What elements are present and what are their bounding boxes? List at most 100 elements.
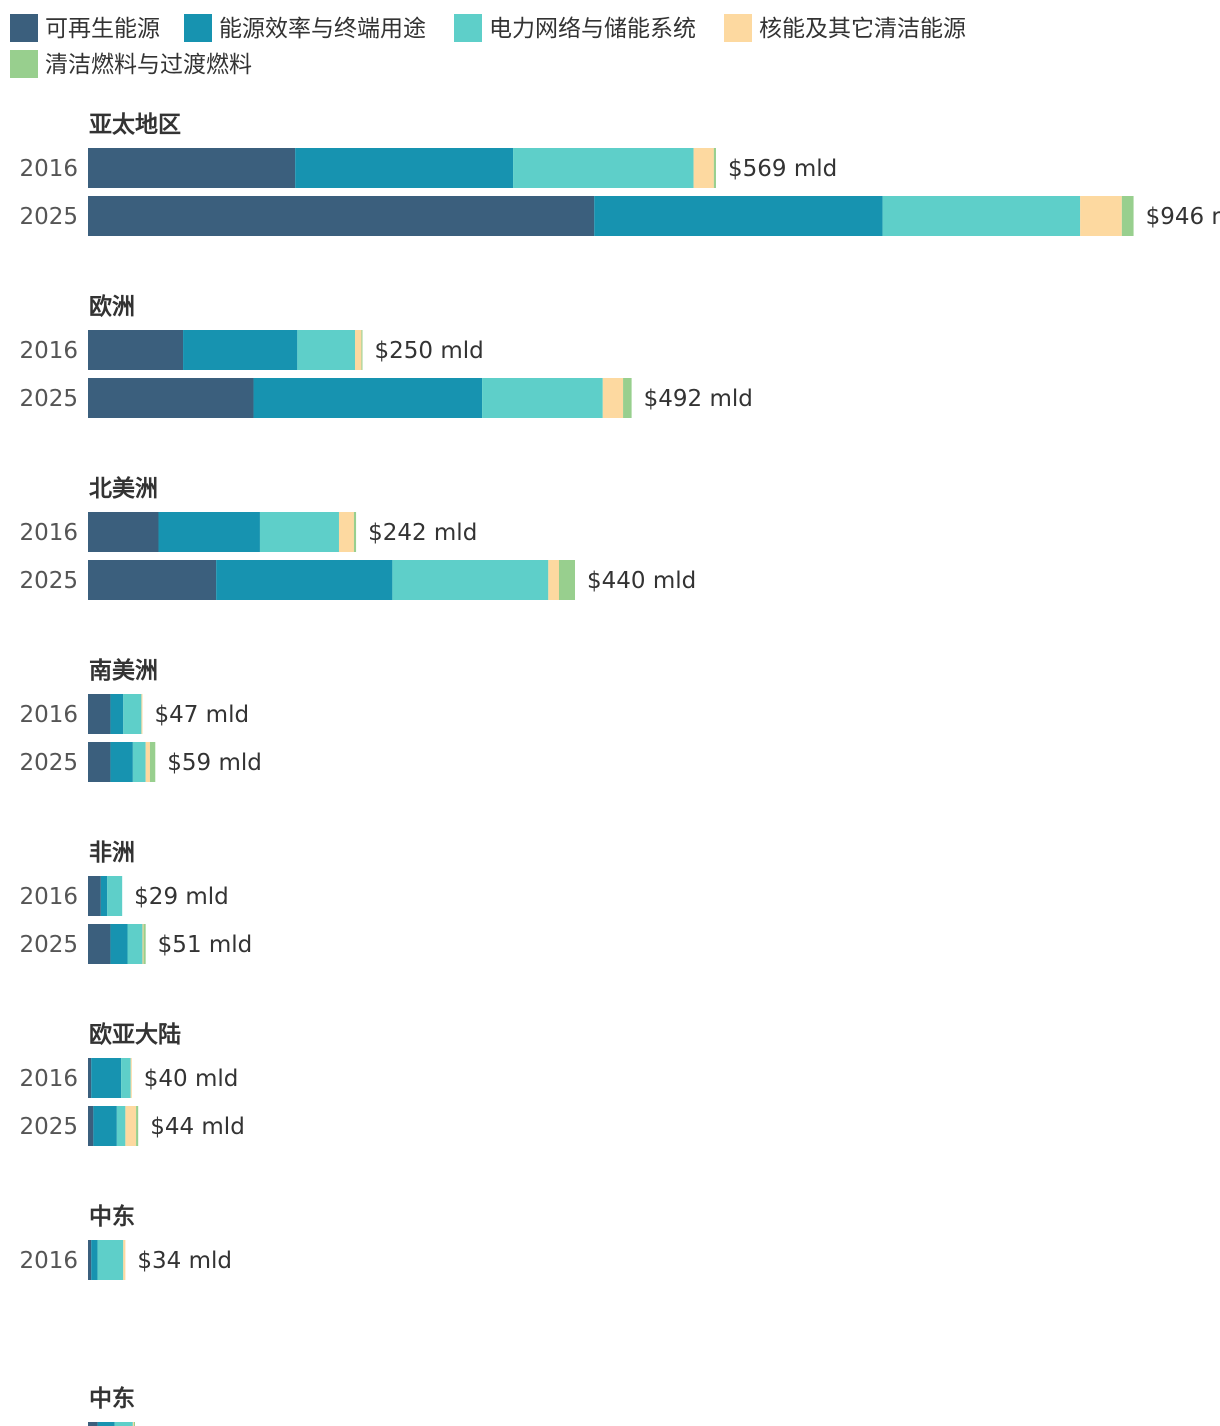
legend-label-4: 清洁燃料与过渡燃料	[45, 52, 252, 78]
region-title: 非洲	[89, 840, 135, 866]
bar-segment-2	[297, 330, 355, 370]
bar-segment-1	[110, 694, 124, 734]
bar-segment-3	[142, 924, 144, 964]
legend-label-2: 电力网络与储能系统	[489, 16, 696, 42]
legend: 可再生能源 能源效率与终端用途 电力网络与储能系统 核能及其它清洁能源清洁燃料与过渡燃…	[10, 14, 966, 78]
bar-segment-2	[121, 1058, 131, 1098]
year-label: 2025	[19, 568, 78, 594]
total-label: $440 mld	[587, 568, 696, 594]
bar-segment-0	[88, 512, 159, 552]
bar-segment-4	[361, 330, 363, 370]
bar-segment-4	[353, 512, 357, 552]
region-title: 南美洲	[89, 657, 158, 684]
year-label: 2016	[19, 520, 78, 546]
bar-segment-0	[88, 1422, 98, 1426]
bar-segment-3	[355, 330, 362, 370]
total-label: $242 mld	[368, 520, 477, 546]
bar-segment-2	[114, 1422, 133, 1426]
total-label: $250 mld	[374, 338, 483, 364]
total-label: $51 mld	[158, 932, 253, 958]
bar-segment-4	[623, 378, 632, 418]
region-title: 中东	[89, 1385, 135, 1412]
bar-segment-1	[253, 378, 483, 418]
bar-segment-3	[1080, 196, 1122, 236]
bar-segment-2	[97, 1240, 124, 1280]
bar-segment-2	[116, 1106, 126, 1146]
bar-segment-2	[513, 148, 694, 188]
bar-segment-3	[132, 1422, 134, 1426]
year-label: 2016	[19, 1248, 78, 1274]
legend-swatch-4	[10, 50, 38, 78]
bar-segment-2	[259, 512, 339, 552]
year-label: 2025	[19, 750, 78, 776]
bar-segment-0	[88, 924, 111, 964]
region-title: 中东	[89, 1203, 135, 1230]
year-label: 2016	[19, 338, 78, 364]
bar-segment-1	[91, 1240, 98, 1280]
bar-segment-3	[338, 512, 354, 552]
legend-label-3: 核能及其它清洁能源	[759, 16, 966, 42]
bar-segment-1	[158, 512, 260, 552]
bar-segment-0	[88, 560, 217, 600]
bar-segment-0	[88, 742, 111, 782]
region-title: 亚太地区	[89, 112, 181, 138]
bar-segment-4	[149, 742, 156, 782]
legend-swatch-2	[454, 14, 482, 42]
bar-segment-1	[110, 742, 133, 782]
legend-swatch-3	[724, 14, 752, 42]
bar-segment-4	[136, 1106, 139, 1146]
bar-segment-0	[88, 378, 254, 418]
legend-label-1: 能源效率与终端用途	[219, 16, 426, 42]
year-label: 2025	[19, 204, 78, 230]
total-label: $47 mld	[154, 702, 249, 728]
year-label: 2025	[19, 386, 78, 412]
legend-swatch-1	[184, 14, 212, 42]
bar-segment-1	[216, 560, 393, 600]
bar-segment-4	[558, 560, 576, 600]
year-label: 2016	[19, 156, 78, 182]
bar-segment-3	[130, 1058, 132, 1098]
bar-segment-4	[713, 148, 716, 188]
region-title: 北美洲	[89, 475, 158, 502]
bar-segment-3	[548, 560, 559, 600]
bar-segment-1	[295, 148, 514, 188]
bar-segment-3	[125, 1106, 137, 1146]
bar-segment-4	[133, 1422, 135, 1426]
bar-segment-0	[88, 694, 111, 734]
bar-segment-1	[100, 876, 108, 916]
bar-segment-2	[123, 694, 142, 734]
bar-segment-3	[693, 148, 714, 188]
bar-segment-0	[88, 148, 296, 188]
total-label: $40 mld	[144, 1066, 239, 1092]
legend-label-0: 可再生能源	[45, 16, 160, 42]
total-label: $59 mld	[167, 750, 262, 776]
total-label: $44 mld	[150, 1114, 245, 1140]
bar-segment-0	[88, 196, 595, 236]
bar-segment-3	[123, 1240, 126, 1280]
bar-segment-0	[88, 876, 101, 916]
bar-segment-0	[88, 1106, 94, 1146]
bar-segment-1	[91, 1058, 122, 1098]
year-label: 2016	[19, 702, 78, 728]
bar-segment-1	[183, 330, 298, 370]
total-label: $492 mld	[644, 386, 753, 412]
bar-segment-0	[88, 1058, 92, 1098]
bar-segment-2	[482, 378, 603, 418]
legend-swatch-0	[10, 14, 38, 42]
bar-segment-2	[882, 196, 1081, 236]
bar-segment-3	[141, 694, 143, 734]
bar-segment-0	[88, 1240, 92, 1280]
total-label: $569 mld	[728, 156, 837, 182]
year-label: 2025	[19, 1114, 78, 1140]
plot-area: 亚太地区 2016 $569 mld 2025 $946 mld 欧洲 2016 $250 m…	[19, 112, 1220, 1426]
bar-segment-1	[93, 1106, 117, 1146]
year-label: 2016	[19, 1066, 78, 1092]
total-label: $29 mld	[134, 884, 229, 910]
year-label: 2016	[19, 884, 78, 910]
bar-segment-3	[602, 378, 624, 418]
bar-segment-1	[594, 196, 883, 236]
total-label: $946 mld	[1146, 204, 1220, 230]
bar-segment-4	[1121, 196, 1134, 236]
bar-segment-0	[88, 330, 184, 370]
